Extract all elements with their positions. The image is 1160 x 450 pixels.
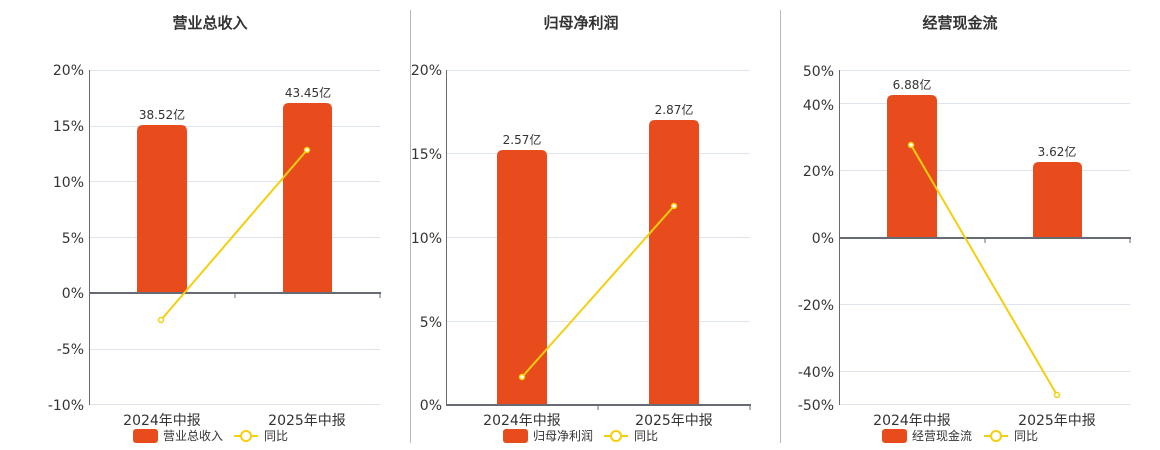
yoy-line — [521, 205, 675, 378]
y-tick: 50% — [803, 64, 834, 80]
legend-line-swatch — [240, 430, 252, 442]
yoy-point[interactable] — [670, 202, 678, 210]
y-tick: -10% — [48, 398, 84, 414]
legend-bar-label[interactable]: 经营现金流 — [912, 428, 972, 443]
x-tick: 2025年中报 — [1018, 413, 1096, 429]
y-tick: 15% — [53, 119, 84, 135]
chart-title-cash-flow: 经营现金流 — [922, 14, 998, 32]
y-tick: -5% — [57, 342, 84, 358]
x-tick: 2024年中报 — [873, 413, 951, 429]
y-tick: 20% — [803, 164, 834, 180]
y-tick: 10% — [411, 231, 442, 247]
y-tick: 5% — [62, 231, 84, 247]
legend-line-swatch — [610, 430, 622, 442]
legend-yoy-label[interactable]: 同比 — [264, 429, 288, 443]
x-tick: 2024年中报 — [123, 413, 201, 429]
legend-line-swatch — [990, 430, 1002, 442]
yoy-line — [160, 149, 308, 321]
x-tick: 2025年中报 — [635, 413, 713, 429]
panel-separator — [410, 10, 411, 443]
bar-2025[interactable] — [649, 120, 699, 405]
legend-yoy-label[interactable]: 同比 — [1014, 429, 1038, 443]
yoy-point[interactable] — [303, 146, 311, 154]
gridlines — [447, 70, 750, 322]
legend-bar-swatch — [133, 429, 158, 443]
bar-value-label: 43.45亿 — [285, 85, 331, 100]
y-tick: -40% — [798, 365, 834, 381]
bar-value-label: 3.62亿 — [1038, 144, 1077, 159]
bar-2025[interactable] — [283, 103, 332, 293]
yoy-point[interactable] — [907, 141, 915, 149]
bar-value-label: 6.88亿 — [893, 77, 932, 92]
y-tick: 10% — [53, 175, 84, 191]
bar-2024[interactable] — [137, 125, 187, 293]
chart-title-revenue: 营业总收入 — [172, 14, 248, 32]
legend[interactable]: 营业总收入 同比 — [133, 429, 288, 443]
bar-2024[interactable] — [887, 95, 937, 238]
legend[interactable]: 归母净利润 同比 — [503, 429, 658, 443]
legend-bar-swatch — [503, 429, 528, 443]
bar-value-label: 2.57亿 — [503, 132, 542, 147]
yoy-point[interactable] — [1053, 391, 1061, 399]
bar-value-label: 2.87亿 — [655, 102, 694, 117]
gridlines — [90, 70, 380, 405]
y-tick: 15% — [411, 147, 442, 163]
bar-2025[interactable] — [1033, 162, 1082, 238]
legend-bar-swatch — [882, 429, 907, 443]
chart-cash-flow: 50% 40% 20% 0% -20% -40% -50% 6.88亿 3.62… — [798, 64, 1131, 443]
x-tick: 2025年中报 — [268, 413, 346, 429]
y-tick: 20% — [53, 63, 84, 79]
bar-2024[interactable] — [497, 150, 547, 405]
panel-separator — [780, 10, 781, 443]
legend-yoy-label[interactable]: 同比 — [634, 429, 658, 443]
y-tick: 0% — [62, 286, 84, 302]
y-tick: 20% — [411, 63, 442, 79]
y-tick: 0% — [812, 231, 834, 247]
y-axis-ticks: 20% 15% 10% 5% 0% -5% -10% — [48, 63, 84, 414]
y-tick: -20% — [798, 298, 834, 314]
y-tick: 0% — [420, 398, 442, 414]
yoy-point[interactable] — [157, 316, 165, 324]
bar-value-label: 38.52亿 — [139, 107, 185, 122]
legend-bar-label[interactable]: 营业总收入 — [163, 429, 223, 443]
legend-bar-label[interactable]: 归母净利润 — [533, 429, 593, 443]
y-axis-ticks: 50% 40% 20% 0% -20% -40% -50% — [798, 64, 834, 414]
legend[interactable]: 经营现金流 同比 — [882, 428, 1038, 443]
y-tick: 40% — [803, 98, 834, 114]
yoy-line — [910, 144, 1058, 396]
y-tick: 5% — [420, 315, 442, 331]
chart-title-net-profit: 归母净利润 — [543, 14, 619, 32]
y-axis-ticks: 20% 15% 10% 5% 0% — [411, 63, 442, 414]
y-tick: -50% — [798, 398, 834, 414]
chart-net-profit: 20% 15% 10% 5% 0% 2.57亿 2.87亿 2024年中报 20… — [411, 63, 751, 443]
chart-revenue: 20% 15% 10% 5% 0% -5% -10% 38.52亿 43.45亿… — [48, 63, 381, 443]
yoy-point[interactable] — [518, 373, 526, 381]
x-tick: 2024年中报 — [483, 413, 561, 429]
